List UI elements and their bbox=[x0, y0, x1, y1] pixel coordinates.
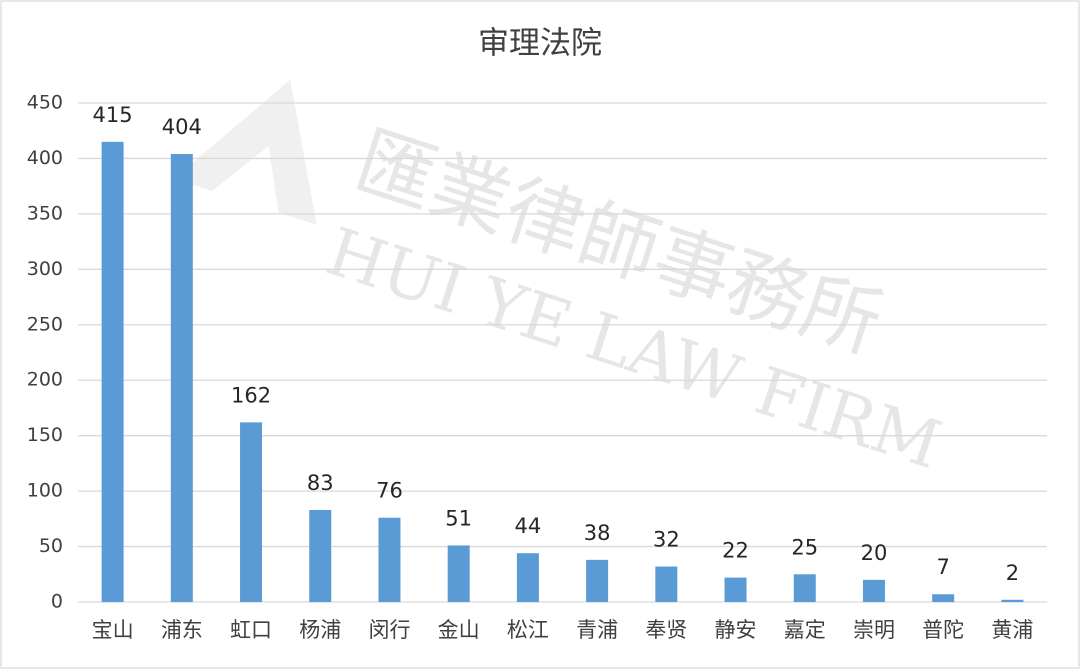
x-tick-label: 金山 bbox=[438, 618, 480, 642]
data-label: 44 bbox=[515, 514, 542, 538]
chart-title: 审理法院 bbox=[478, 26, 602, 62]
y-tick-label: 250 bbox=[27, 313, 63, 335]
watermark-logo bbox=[173, 79, 317, 225]
y-tick-label: 0 bbox=[51, 591, 63, 613]
data-label: 38 bbox=[584, 521, 611, 545]
x-tick-label: 浦东 bbox=[161, 618, 203, 642]
bar bbox=[101, 141, 124, 603]
data-label: 20 bbox=[861, 541, 888, 565]
data-label: 415 bbox=[93, 103, 133, 127]
data-label: 7 bbox=[936, 555, 949, 579]
data-label: 404 bbox=[162, 115, 202, 139]
x-tick-label: 虹口 bbox=[230, 618, 272, 642]
data-label: 32 bbox=[653, 528, 680, 552]
bar bbox=[862, 579, 885, 602]
x-tick-label: 宝山 bbox=[92, 618, 134, 642]
data-label: 22 bbox=[722, 539, 749, 563]
y-tick-label: 400 bbox=[27, 147, 63, 169]
bar bbox=[586, 559, 609, 602]
y-tick-label: 150 bbox=[27, 424, 63, 446]
bar bbox=[309, 509, 332, 602]
x-tick-label: 青浦 bbox=[576, 618, 618, 642]
y-tick-label: 50 bbox=[39, 535, 63, 557]
bar bbox=[170, 154, 193, 602]
bar bbox=[240, 422, 263, 602]
data-label: 162 bbox=[231, 383, 271, 407]
bar bbox=[378, 517, 401, 602]
y-tick-label: 450 bbox=[27, 92, 63, 114]
x-tick-label: 崇明 bbox=[853, 618, 895, 642]
bar bbox=[516, 553, 539, 602]
bar bbox=[793, 574, 816, 602]
x-tick-label: 静安 bbox=[715, 618, 757, 642]
bar bbox=[932, 594, 955, 602]
bar bbox=[655, 566, 678, 602]
x-tick-label: 奉贤 bbox=[645, 618, 687, 642]
x-tick-label: 嘉定 bbox=[784, 618, 826, 642]
y-tick-label: 200 bbox=[27, 369, 63, 391]
data-label: 51 bbox=[445, 506, 472, 530]
y-tick-label: 300 bbox=[27, 258, 63, 280]
x-tick-label: 杨浦 bbox=[299, 618, 341, 642]
data-label: 25 bbox=[791, 535, 818, 559]
x-tick-label: 普陀 bbox=[922, 618, 964, 642]
data-label: 2 bbox=[1006, 561, 1019, 585]
bar bbox=[447, 545, 470, 602]
x-tick-label: 松江 bbox=[507, 618, 549, 642]
data-label: 76 bbox=[376, 479, 403, 503]
y-tick-label: 350 bbox=[27, 202, 63, 224]
x-tick-label: 闵行 bbox=[368, 618, 410, 642]
bar bbox=[1001, 599, 1024, 602]
data-label: 83 bbox=[307, 471, 334, 495]
y-tick-label: 100 bbox=[27, 480, 63, 502]
bar bbox=[724, 577, 747, 602]
x-tick-label: 黄浦 bbox=[991, 618, 1033, 642]
